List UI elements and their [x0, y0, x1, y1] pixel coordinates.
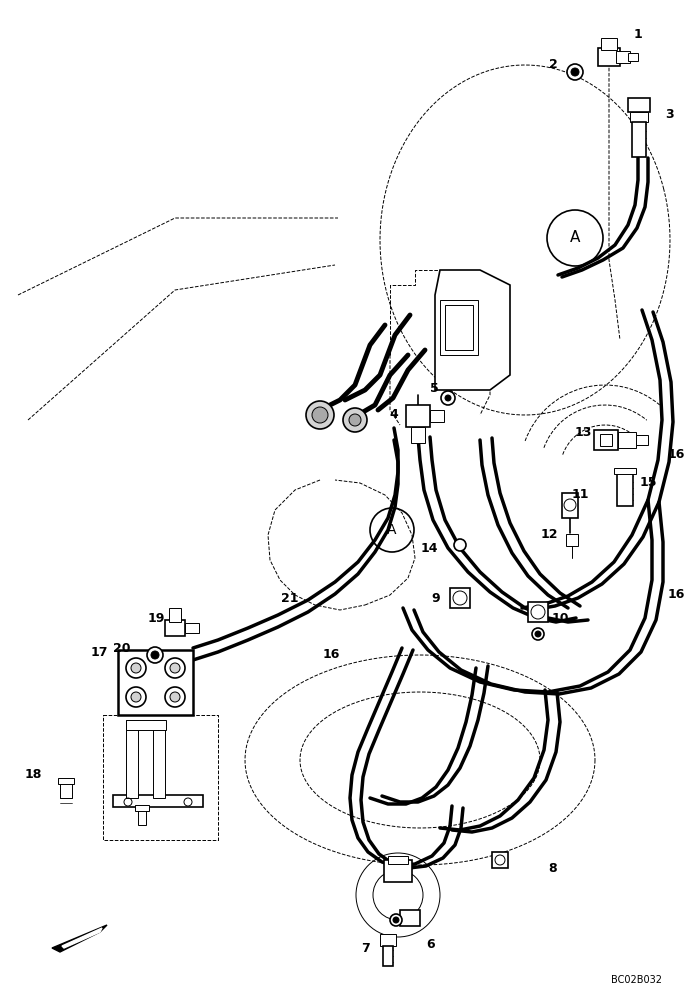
Bar	[113, 795, 203, 807]
Circle shape	[170, 692, 180, 702]
Circle shape	[393, 917, 399, 923]
Text: 5: 5	[430, 381, 439, 394]
Bar	[628, 98, 650, 112]
Bar	[384, 860, 412, 882]
Circle shape	[151, 651, 159, 659]
Bar	[126, 720, 166, 730]
Bar	[598, 48, 620, 66]
Bar	[601, 38, 617, 50]
Bar	[617, 470, 633, 506]
Bar	[406, 405, 430, 427]
Text: 20: 20	[113, 642, 130, 654]
Circle shape	[343, 408, 367, 432]
Text: 9: 9	[431, 591, 440, 604]
Text: 3: 3	[665, 108, 674, 121]
Circle shape	[126, 687, 146, 707]
Text: 13: 13	[574, 426, 592, 438]
Text: A: A	[387, 523, 397, 537]
Bar	[411, 427, 425, 443]
Bar	[616, 51, 630, 63]
Text: 10: 10	[552, 611, 570, 624]
Bar	[600, 434, 612, 446]
Circle shape	[349, 414, 361, 426]
Bar	[388, 856, 408, 864]
Text: 1: 1	[634, 28, 643, 41]
Text: 21: 21	[281, 591, 299, 604]
Text: A: A	[570, 231, 580, 245]
Text: 14: 14	[420, 542, 438, 554]
Bar	[614, 468, 636, 474]
Circle shape	[306, 401, 334, 429]
Bar	[60, 782, 72, 798]
Circle shape	[531, 605, 545, 619]
Circle shape	[564, 499, 576, 511]
Polygon shape	[435, 270, 510, 390]
Circle shape	[535, 631, 541, 637]
Bar	[169, 608, 181, 622]
Bar	[118, 650, 193, 715]
Bar	[380, 934, 396, 946]
Polygon shape	[52, 925, 107, 952]
Text: 12: 12	[541, 528, 558, 542]
Bar	[632, 122, 646, 157]
Bar	[58, 778, 74, 784]
Bar	[165, 620, 185, 636]
Bar	[126, 720, 138, 798]
Bar	[630, 112, 648, 122]
Bar	[562, 493, 578, 518]
Circle shape	[170, 663, 180, 673]
Bar	[153, 720, 165, 798]
Circle shape	[441, 391, 455, 405]
Circle shape	[131, 663, 141, 673]
Circle shape	[571, 68, 579, 76]
Polygon shape	[62, 928, 102, 948]
Text: 16: 16	[323, 648, 340, 662]
Text: 19: 19	[148, 611, 165, 624]
Bar	[430, 410, 444, 422]
Text: 17: 17	[91, 646, 108, 658]
Text: 15: 15	[640, 476, 658, 488]
Text: 16: 16	[668, 448, 685, 462]
Text: 4: 4	[389, 408, 398, 422]
Text: 18: 18	[25, 768, 42, 782]
Bar	[528, 602, 548, 622]
Circle shape	[147, 647, 163, 663]
Bar	[594, 430, 618, 450]
Bar	[618, 432, 636, 448]
Text: 16: 16	[668, 588, 685, 601]
Circle shape	[165, 687, 185, 707]
Bar	[636, 435, 648, 445]
Bar	[138, 807, 146, 825]
Bar	[566, 534, 578, 546]
Circle shape	[567, 64, 583, 80]
Circle shape	[165, 658, 185, 678]
Bar	[492, 852, 508, 868]
Circle shape	[126, 658, 146, 678]
Circle shape	[445, 395, 451, 401]
Circle shape	[454, 539, 466, 551]
Text: BC02B032: BC02B032	[611, 975, 662, 985]
Circle shape	[312, 407, 328, 423]
Circle shape	[390, 914, 402, 926]
Circle shape	[495, 855, 505, 865]
Bar	[450, 588, 470, 608]
Text: 2: 2	[549, 58, 558, 72]
Text: 6: 6	[426, 938, 435, 952]
Text: 11: 11	[572, 488, 590, 502]
Bar	[445, 305, 473, 350]
Text: 8: 8	[548, 861, 557, 874]
Circle shape	[453, 591, 467, 605]
Circle shape	[532, 628, 544, 640]
Bar	[185, 623, 199, 633]
Bar	[440, 300, 478, 355]
Bar	[383, 946, 393, 966]
Text: 7: 7	[361, 942, 370, 954]
Bar	[400, 910, 420, 926]
Bar	[135, 805, 149, 811]
Circle shape	[131, 692, 141, 702]
Bar	[628, 53, 638, 61]
